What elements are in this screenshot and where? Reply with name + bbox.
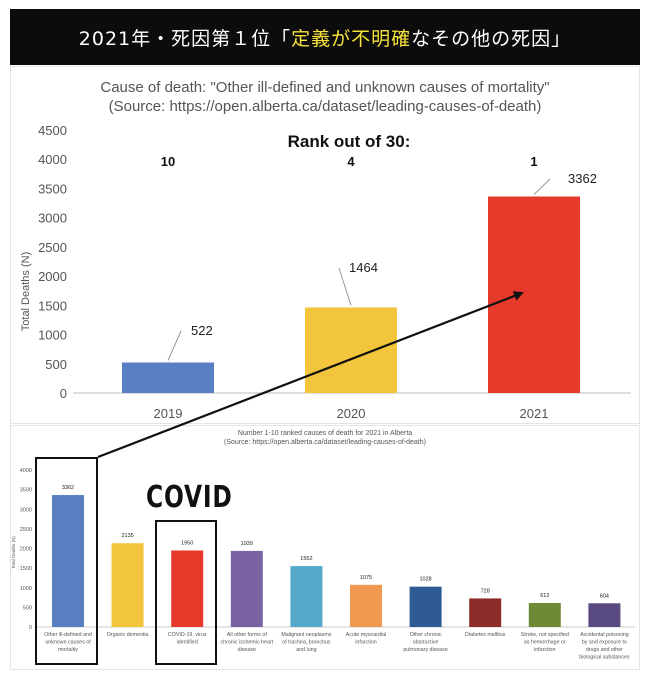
top-bar-2020 [305,307,397,393]
title-banner: 2021年・死因第１位「 定義が不明確 なその他の死因」 [10,9,640,65]
bottom-bar [409,586,442,627]
bottom-x-tick-label: and lung [296,647,316,653]
bottom-x-tick-label: Diabetes mellitus [465,632,506,638]
bottom-data-label: 1075 [360,575,372,581]
top-x-tick-label: 2020 [337,406,366,421]
top-y-tick-label: 2000 [38,269,67,284]
highlight-box-covid [155,520,217,665]
bottom-y-axis-label: Total Deaths (N) [11,536,16,569]
bottom-y-tick-label: 3500 [20,488,32,494]
bottom-x-tick-label: of trachea, bronchus [282,640,331,646]
top-data-label: 3362 [568,171,597,186]
bottom-x-tick-label: biological substances [579,655,630,661]
rank-value-label: 1 [530,154,537,169]
top-x-tick-label: 2019 [154,406,183,421]
top-bar-2019 [122,362,214,393]
bottom-x-tick-label: drugs and other [586,647,623,653]
top-chart-panel: Cause of death: "Other ill-defined and u… [10,66,640,424]
bottom-x-tick-label: Acute myocardial [346,632,387,638]
bottom-y-tick-label: 1000 [20,586,32,592]
bottom-bar-chart: 0 500 1000 1500 2000 2500 3000 3500 4000 Total De… [11,468,635,661]
top-bar-2021 [488,196,580,393]
top-y-tick-label: 0 [60,386,67,401]
top-y-tick-label: 500 [45,357,67,372]
bottom-data-label: 1552 [300,556,312,562]
bottom-bar [469,598,502,627]
bottom-x-tick-label: pulmonary disease [403,647,448,653]
banner-suffix: なその他の死因」 [411,27,572,50]
rank-value-label: 10 [161,154,175,169]
bottom-y-tick-label: 500 [23,605,32,611]
bottom-x-tick-label: mortality [58,647,78,653]
bottom-bar [350,584,382,627]
bottom-y-tick-label: 2000 [20,547,32,553]
bottom-y-tick-label: 4000 [20,468,32,474]
bottom-x-tick-label: obstructive [413,640,439,646]
bottom-chart-panel: Number 1-10 ranked causes of death for 2… [10,425,640,670]
bottom-data-label: 612 [540,593,549,599]
bottom-x-tick-label: identified [177,640,198,646]
top-y-tick-label: 1000 [38,328,67,343]
bottom-x-tick-label: Accidental poisoning [580,632,629,638]
rank-value-label: 4 [347,154,355,169]
bottom-x-tick-label: All other forms of [227,632,268,638]
bottom-x-tick-label: by and exposure to [582,640,627,646]
top-y-tick-label: 3000 [38,211,67,226]
top-y-tick-label: 2500 [38,240,67,255]
top-data-label: 1464 [349,260,378,275]
bottom-y-tick-label: 1500 [20,566,32,572]
bottom-bar [528,602,561,627]
bottom-bar [230,550,263,627]
bottom-x-tick-label: COVID-19, virus [168,632,207,638]
bottom-bar [290,566,323,627]
bottom-x-tick-label: infarction [534,647,556,653]
highlight-box-ill-defined [35,457,98,665]
bottom-x-tick-label: Stroke, not specified [521,632,569,638]
bottom-x-tick-label: unknown causes of [45,640,91,646]
top-data-label-leader [167,330,182,361]
bottom-data-label: 1939 [241,541,253,547]
bottom-x-tick-label: Malignant neoplasms [281,632,331,638]
bottom-y-tick-label: 3000 [20,507,32,513]
bottom-x-tick-label: chronic ischemic heart [220,640,273,646]
top-data-label-leader [533,178,551,195]
bottom-x-tick-label: Organic dementia [107,632,149,638]
top-y-axis-label: Total Deaths (N) [20,252,32,331]
bottom-bar [111,543,144,627]
bottom-data-label: 2135 [121,533,133,539]
top-y-tick-label: 1500 [38,298,67,313]
bottom-x-tick-label: as hemorrhage or [524,640,566,646]
bottom-y-tick-label: 0 [29,625,32,631]
top-y-tick-label: 4000 [38,152,67,167]
bottom-x-tick-label: disease [238,647,256,653]
bottom-bar [52,495,84,627]
covid-label: COVID [146,480,233,515]
top-chart-subtitle: (Source: https://open.alberta.ca/dataset… [108,98,542,115]
top-bar-chart: 0 500 1000 1500 2000 2500 3000 3500 4000 4500 Tota… [20,123,631,421]
bottom-data-label: 3362 [62,485,74,491]
bottom-data-label: 1028 [419,577,431,583]
bottom-y-tick-label: 2500 [20,527,32,533]
banner-prefix: 2021年・死因第１位「 [78,27,292,50]
bottom-x-tick-label: Other chronic [410,632,442,638]
top-chart-title: Cause of death: "Other ill-defined and u… [100,79,550,96]
top-y-tick-label: 4500 [38,123,67,138]
top-y-tick-label: 3500 [38,181,67,196]
top-x-tick-label: 2021 [520,406,549,421]
bottom-bar [588,603,621,627]
rank-annotation-title: Rank out of 30: [288,132,411,151]
bottom-x-tick-label: Other ill-defined and [44,632,92,638]
bottom-data-label: 1950 [181,540,193,546]
bottom-x-tick-label: infarction [355,640,377,646]
bottom-data-label: 728 [481,588,490,594]
bottom-bar [171,550,204,627]
top-data-label: 522 [191,323,213,338]
bottom-data-label: 604 [600,593,609,599]
banner-highlight: 定義が不明確 [291,27,412,50]
